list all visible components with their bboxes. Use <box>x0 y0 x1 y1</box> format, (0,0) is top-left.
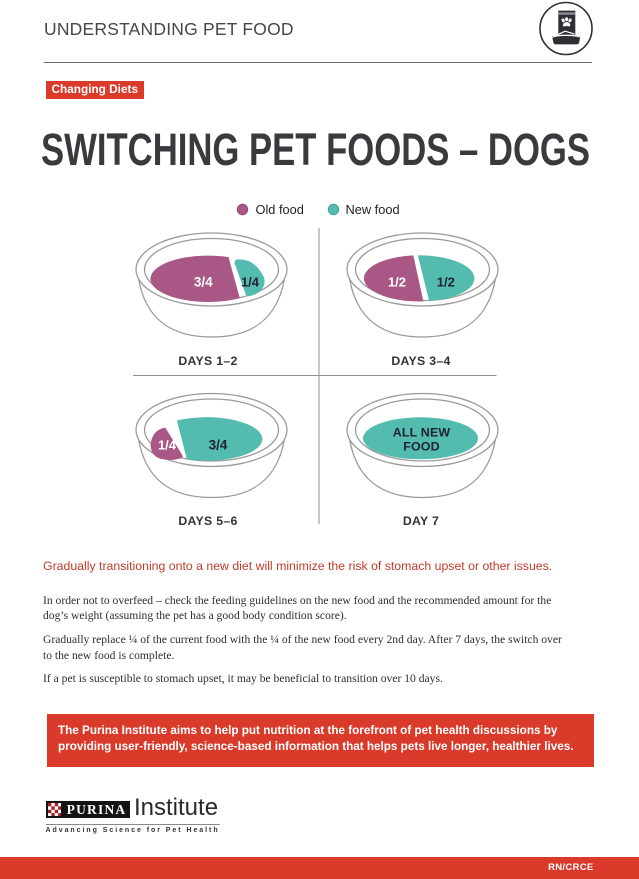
svg-text:1/4: 1/4 <box>158 438 177 453</box>
svg-text:3/4: 3/4 <box>194 275 213 290</box>
svg-text:DAYS 1–2: DAYS 1–2 <box>178 354 237 368</box>
svg-text:1/2: 1/2 <box>437 275 455 290</box>
svg-text:FOOD: FOOD <box>403 440 440 454</box>
svg-text:ALL NEW: ALL NEW <box>393 425 451 439</box>
svg-text:DAYS 5–6: DAYS 5–6 <box>178 514 237 528</box>
svg-text:DAY 7: DAY 7 <box>403 514 439 528</box>
svg-text:Old food: Old food <box>256 202 304 217</box>
svg-text:1/2: 1/2 <box>388 275 406 290</box>
svg-text:3/4: 3/4 <box>209 438 228 453</box>
svg-text:New food: New food <box>346 202 400 217</box>
svg-text:DAYS 3–4: DAYS 3–4 <box>391 354 450 368</box>
svg-text:1/4: 1/4 <box>241 275 260 290</box>
